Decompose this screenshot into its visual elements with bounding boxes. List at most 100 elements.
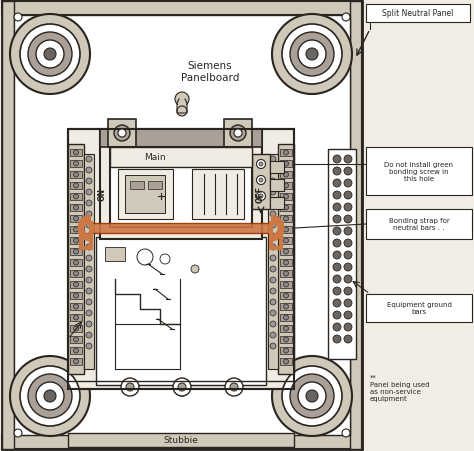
Text: Equipment ground
bars: Equipment ground bars [387,302,451,315]
Bar [366,147,472,196]
Circle shape [175,93,189,107]
Bar [350,2,362,449]
Circle shape [230,383,238,391]
Circle shape [73,194,79,199]
Circle shape [270,189,276,196]
Circle shape [283,216,289,221]
Circle shape [283,227,289,232]
Bar [148,182,162,189]
Circle shape [73,151,79,156]
Circle shape [283,282,289,287]
Bar [192,170,244,220]
Circle shape [160,254,170,264]
Circle shape [86,267,92,272]
Circle shape [73,348,79,353]
Circle shape [270,168,276,174]
Circle shape [333,203,341,212]
Bar [70,314,82,321]
Text: Split Neutral Panel: Split Neutral Panel [383,9,454,18]
Circle shape [344,239,352,248]
Text: **
Panel being used
as non-service
equipment: ** Panel being used as non-service equip… [370,374,429,401]
Bar [280,238,292,244]
Bar [110,147,252,168]
Circle shape [283,249,289,254]
Circle shape [283,272,289,276]
Circle shape [177,107,187,117]
Circle shape [270,310,276,316]
Circle shape [283,337,289,342]
Bar [70,259,82,267]
Circle shape [270,234,276,239]
Circle shape [290,374,334,418]
Circle shape [73,184,79,189]
Circle shape [86,179,92,184]
Bar [70,150,82,156]
Circle shape [44,390,56,402]
Text: Siemens
Panelboard: Siemens Panelboard [181,61,239,83]
Circle shape [342,429,350,437]
Circle shape [256,176,265,185]
Circle shape [256,192,265,201]
Circle shape [283,239,289,244]
Circle shape [344,227,352,235]
Bar [68,433,294,447]
Circle shape [73,315,79,320]
Circle shape [191,265,199,273]
Bar [68,130,294,389]
Circle shape [178,383,186,391]
Bar [280,183,292,189]
Circle shape [28,374,72,418]
Circle shape [86,201,92,207]
Circle shape [225,378,243,396]
Bar [366,5,470,23]
Bar [70,347,82,354]
Bar [70,161,82,168]
Circle shape [333,311,341,319]
Circle shape [86,244,92,250]
Circle shape [86,168,92,174]
Bar [108,120,136,147]
Circle shape [283,151,289,156]
Circle shape [10,15,90,95]
Bar [280,193,292,201]
Circle shape [86,277,92,283]
Circle shape [270,179,276,184]
Bar [280,336,292,343]
Bar [280,304,292,310]
Circle shape [344,263,352,272]
Circle shape [283,173,289,178]
Circle shape [283,348,289,353]
Circle shape [73,337,79,342]
Circle shape [270,255,276,262]
Bar [280,259,292,267]
Bar [280,172,292,179]
Circle shape [270,156,276,163]
Circle shape [283,315,289,320]
Circle shape [333,239,341,248]
Bar [270,161,284,174]
Circle shape [86,288,92,295]
Bar [278,145,294,374]
Bar [280,347,292,354]
Bar [280,205,292,212]
Bar [280,161,292,168]
Circle shape [137,249,153,265]
Bar [96,238,266,385]
Circle shape [344,311,352,319]
Bar [110,147,252,227]
Bar [2,2,362,16]
Circle shape [44,49,56,61]
Bar [105,248,125,262]
Circle shape [283,304,289,309]
Bar [70,193,82,201]
Bar [366,210,472,239]
Circle shape [173,378,191,396]
Circle shape [298,41,326,69]
Circle shape [73,282,79,287]
Circle shape [73,227,79,232]
Circle shape [333,252,341,259]
Circle shape [230,126,246,142]
Circle shape [36,382,64,410]
Circle shape [86,189,92,196]
Bar [70,249,82,255]
